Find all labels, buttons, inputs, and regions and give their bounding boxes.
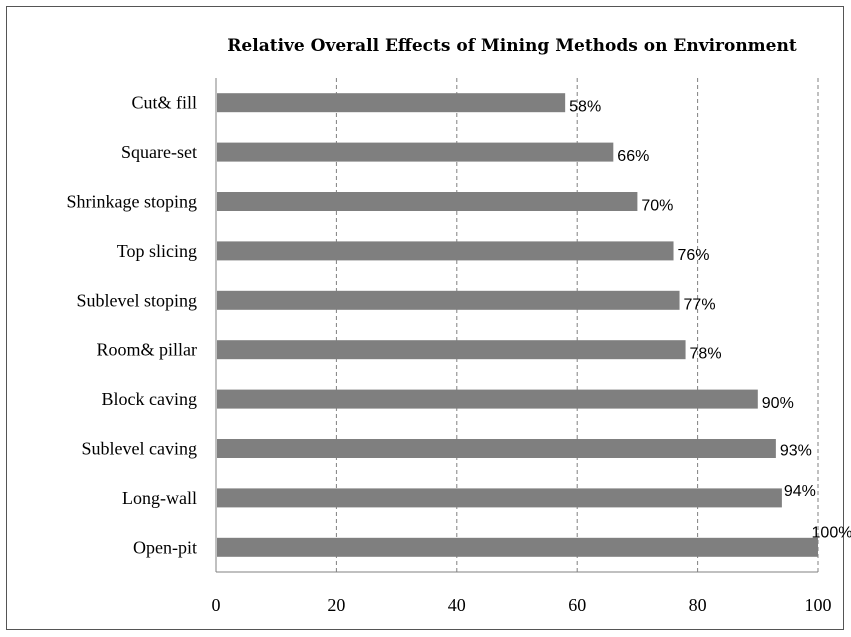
category-labels: Cut& fill Square-set Shrinkage stoping Top … (67, 93, 198, 558)
data-label: 94% (784, 483, 816, 500)
bar (217, 290, 680, 310)
bar (217, 142, 614, 162)
category-label: Long-wall (122, 488, 197, 508)
data-label: 93% (780, 443, 812, 460)
x-tick-label: 60 (568, 595, 586, 615)
bar (217, 389, 758, 409)
bar (217, 93, 566, 113)
category-label: Room& pillar (97, 340, 198, 360)
bar (217, 340, 686, 360)
data-label: 70% (641, 198, 673, 215)
category-label: Open-pit (133, 537, 197, 557)
data-label: 66% (617, 148, 649, 165)
x-tick-label: 80 (689, 595, 707, 615)
x-tick-label: 40 (448, 595, 466, 615)
bar (217, 241, 674, 261)
bar (217, 192, 638, 211)
bars (217, 93, 818, 557)
data-labels: 58% 66% 70% 76% 77% 78% 90% 93% 94% 100% (569, 99, 851, 542)
bar (217, 488, 782, 508)
data-label: 76% (678, 247, 710, 264)
x-tick-label: 20 (327, 595, 345, 615)
data-label: 58% (569, 99, 601, 116)
x-tick-label: 0 (212, 595, 221, 615)
data-label: 77% (684, 296, 716, 313)
bar (217, 537, 818, 557)
x-tick-label: 100 (805, 595, 832, 615)
data-label: 78% (690, 346, 722, 363)
grid (215, 78, 819, 573)
data-label: 100% (812, 524, 851, 541)
chart-title: Relative Overall Effects of Mining Metho… (227, 36, 797, 56)
bar (217, 439, 776, 458)
category-label: Cut& fill (131, 93, 197, 113)
category-label: Square-set (121, 142, 197, 162)
category-label: Shrinkage stoping (67, 192, 198, 212)
data-label: 90% (762, 395, 794, 412)
category-label: Block caving (102, 389, 197, 409)
category-label: Top slicing (117, 241, 197, 261)
x-axis: 0 20 40 60 80 100 (212, 595, 832, 615)
category-label: Sublevel stoping (77, 290, 198, 310)
category-label: Sublevel caving (82, 439, 197, 459)
